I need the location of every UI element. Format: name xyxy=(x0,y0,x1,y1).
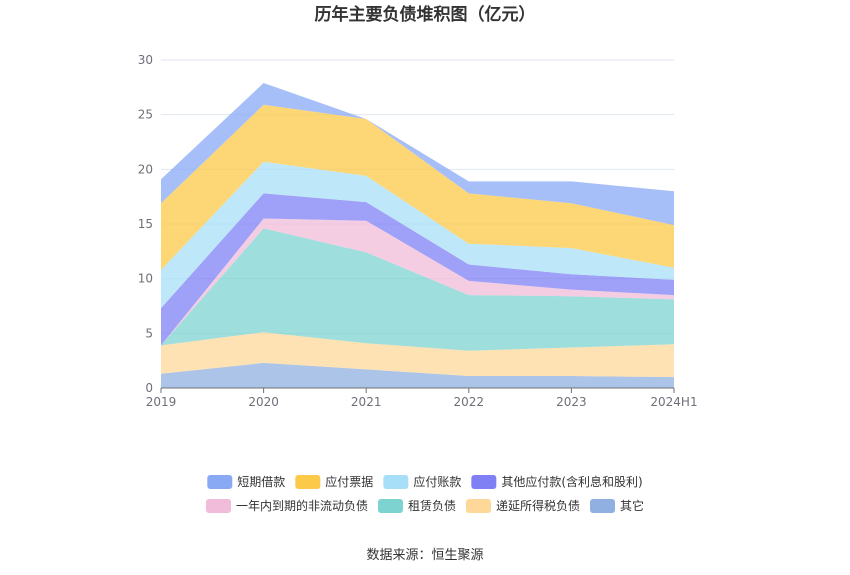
x-tick-label: 2021 xyxy=(351,395,382,409)
legend-swatch xyxy=(377,499,403,513)
x-tick-label: 2020 xyxy=(248,395,279,409)
stacked-areas xyxy=(161,83,674,388)
y-tick-label: 5 xyxy=(145,326,153,340)
area-series xyxy=(161,228,674,351)
x-axis: 2019 2020 2021 2022 2023 2024H1 xyxy=(146,387,698,409)
y-tick-label: 15 xyxy=(138,217,153,231)
legend-item[interactable]: 应付票据 xyxy=(295,474,373,489)
x-tick-label: 2022 xyxy=(454,395,485,409)
legend-item[interactable]: 一年内到期的非流动负债 xyxy=(205,498,368,513)
area-series xyxy=(161,104,674,270)
legend-swatch xyxy=(205,499,231,513)
x-tick-label: 2023 xyxy=(556,395,587,409)
y-tick-label: 0 xyxy=(145,381,153,395)
legend-item[interactable]: 短期借款 xyxy=(207,475,285,489)
legend-swatch xyxy=(295,475,321,489)
legend-item[interactable]: 应付账款 xyxy=(383,474,461,489)
source-note: 数据来源：恒生聚源 xyxy=(366,548,483,563)
legend-label: 一年内到期的非流动负债 xyxy=(236,498,368,513)
legend-item[interactable]: 其它 xyxy=(590,498,644,513)
x-tick-label: 2024H1 xyxy=(650,395,697,409)
legend-label: 短期借款 xyxy=(237,475,285,489)
legend-label: 递延所得税负债 xyxy=(496,498,580,513)
legend-label: 其他应付款(含利息和股利) xyxy=(501,474,642,489)
area-series xyxy=(161,83,674,226)
legend-swatch xyxy=(383,475,409,489)
x-tick-label: 2019 xyxy=(146,395,177,409)
y-tick-label: 30 xyxy=(138,53,153,67)
y-tick-label: 25 xyxy=(138,108,153,122)
legend-swatch xyxy=(590,499,616,513)
y-tick-label: 10 xyxy=(138,272,153,286)
legend: 短期借款 应付票据 应付账款 其他应付款(含利息和股利) 一年内到期的非流动负债 租赁负债… xyxy=(205,474,644,513)
area-series xyxy=(161,332,674,378)
legend-swatch xyxy=(207,475,233,489)
legend-swatch xyxy=(466,499,491,513)
legend-item[interactable]: 递延所得税负债 xyxy=(466,498,580,513)
legend-label: 租赁负债 xyxy=(408,499,456,513)
area-series xyxy=(161,362,674,388)
y-tick-label: 20 xyxy=(138,162,153,176)
chart-title: 历年主要负债堆积图（亿元） xyxy=(315,4,536,25)
area-series xyxy=(161,161,674,309)
legend-item[interactable]: 租赁负债 xyxy=(377,499,456,513)
legend-label: 应付票据 xyxy=(325,474,373,489)
legend-label: 应付账款 xyxy=(413,474,461,489)
legend-item[interactable]: 其他应付款(含利息和股利) xyxy=(471,474,643,489)
legend-label: 其它 xyxy=(620,498,644,513)
y-axis: 0 5 10 15 20 25 30 xyxy=(138,53,153,395)
legend-swatch xyxy=(471,475,497,489)
